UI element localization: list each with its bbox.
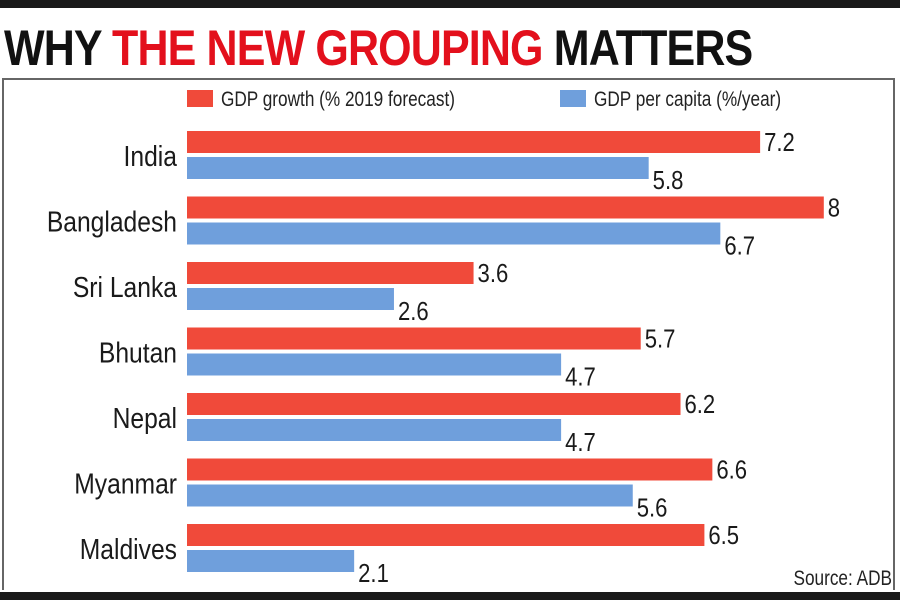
data-label: 2.6 xyxy=(398,297,429,326)
legend-label-1: GDP per capita (%/year) xyxy=(594,89,781,112)
category-label: India xyxy=(124,140,177,172)
data-label: 6.5 xyxy=(708,521,739,550)
title-part3: MATTERS xyxy=(542,20,753,76)
bar-gdp-growth xyxy=(187,327,641,350)
data-label: 8 xyxy=(828,194,840,223)
bar-gdp-per-capita xyxy=(187,484,633,507)
source-note: Source: ADB xyxy=(793,568,892,591)
legend-label-0: GDP growth (% 2019 forecast) xyxy=(221,89,455,112)
data-label: 3.6 xyxy=(478,259,509,288)
data-label: 2.1 xyxy=(358,559,389,588)
title-highlight: THE NEW GROUPING xyxy=(112,20,543,76)
category-label: Sri Lanka xyxy=(73,271,177,303)
data-label: 4.7 xyxy=(565,363,596,392)
category-label: Bangladesh xyxy=(47,206,177,238)
data-label: 7.2 xyxy=(764,128,795,157)
data-label: 5.6 xyxy=(637,494,668,523)
data-label: 5.8 xyxy=(653,166,684,195)
category-label: Myanmar xyxy=(74,468,177,500)
bar-gdp-per-capita xyxy=(187,550,355,572)
category-label: Nepal xyxy=(113,402,177,434)
bar-gdp-growth xyxy=(187,524,705,546)
category-label: Bhutan xyxy=(99,337,177,369)
bar-gdp-growth xyxy=(187,131,761,153)
data-label: 4.7 xyxy=(565,428,596,457)
category-label: Maldives xyxy=(80,533,177,565)
bottom-rule xyxy=(0,592,900,600)
title-part1: WHY xyxy=(4,20,113,76)
chart-frame xyxy=(2,78,895,590)
legend-swatch-0 xyxy=(187,90,213,107)
data-label: 5.7 xyxy=(645,325,676,354)
bar-gdp-growth xyxy=(187,262,474,284)
bar-gdp-per-capita xyxy=(187,353,562,376)
bar-gdp-growth xyxy=(187,458,713,481)
legend-swatch-1 xyxy=(560,90,586,107)
bar-gdp-growth xyxy=(187,196,824,219)
bar-gdp-per-capita xyxy=(187,288,394,310)
top-rule xyxy=(0,0,900,8)
chart-title: WHY THE NEW GROUPING MATTERS xyxy=(4,20,753,76)
bar-gdp-per-capita xyxy=(187,419,562,441)
data-label: 6.6 xyxy=(716,456,747,485)
bar-gdp-per-capita xyxy=(187,222,721,245)
data-label: 6.2 xyxy=(685,390,716,419)
data-label: 6.7 xyxy=(724,232,755,261)
bar-gdp-per-capita xyxy=(187,157,649,179)
bar-gdp-growth xyxy=(187,393,681,415)
